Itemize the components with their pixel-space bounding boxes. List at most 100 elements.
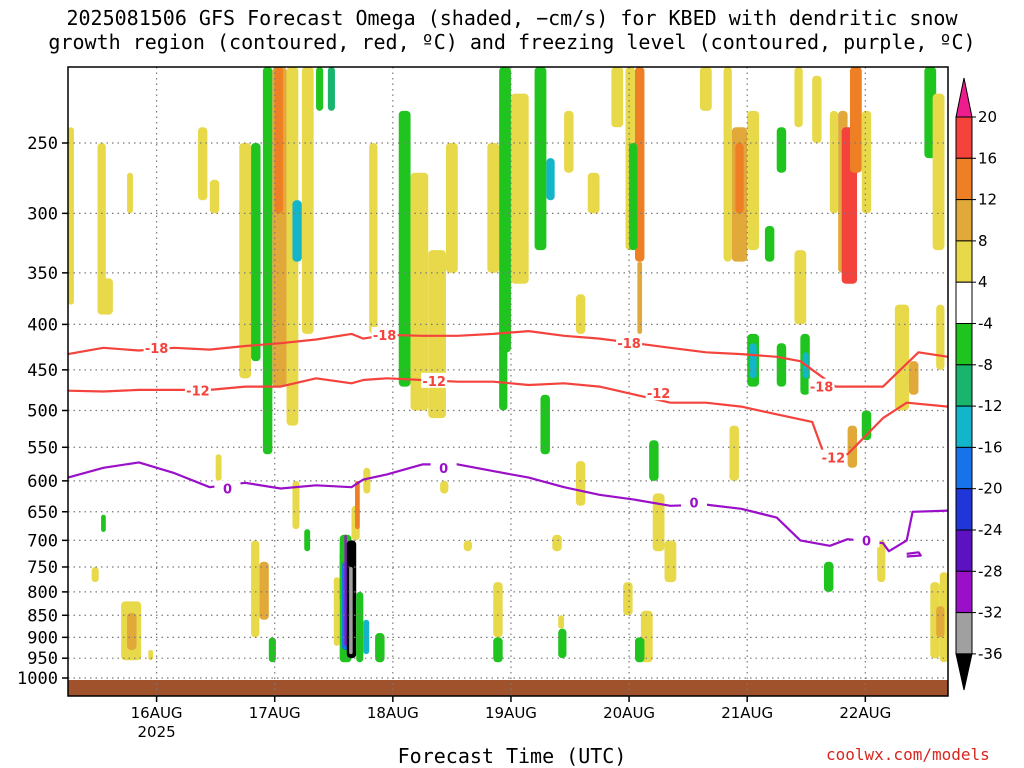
- omega-cell: [611, 67, 624, 128]
- omega-cell: [776, 127, 787, 173]
- contour-label: -18: [145, 342, 169, 357]
- omega-cell: [575, 461, 586, 506]
- colorbar-tick-label: -28: [978, 562, 1003, 580]
- omega-cell: [445, 143, 458, 273]
- contour-label: -12: [422, 375, 446, 390]
- contour-label: -18: [617, 337, 641, 352]
- x-tick-label: 21AUG: [721, 704, 773, 722]
- omega-cell: [552, 534, 562, 552]
- omega-cell: [894, 304, 910, 411]
- x-tick-label: 20AUG: [603, 704, 655, 722]
- omega-cell: [274, 67, 283, 214]
- omega-cell: [463, 540, 472, 552]
- omega-cell: [344, 534, 347, 646]
- omega-cell: [823, 561, 834, 592]
- x-tick-label: 19AUG: [485, 704, 537, 722]
- omega-cell: [215, 454, 222, 481]
- omega-cell: [327, 67, 335, 111]
- colorbar-swatch: [955, 446, 973, 490]
- y-tick-label: 950: [27, 649, 58, 669]
- omega-cell: [932, 93, 945, 251]
- contour-label-bg: [853, 532, 880, 548]
- contour-label: 0: [223, 483, 232, 498]
- colorbar-tick-label: -16: [978, 438, 1003, 456]
- contour-label: -12: [647, 387, 671, 402]
- omega-cell: [493, 637, 503, 663]
- credit-link[interactable]: coolwx.com/models: [826, 745, 990, 764]
- omega-cell: [649, 440, 659, 481]
- omega-cell: [398, 110, 411, 387]
- omega-cell: [369, 143, 378, 334]
- colorbar-top-arrow: [955, 77, 973, 118]
- chart-title: 2025081506 GFS Forecast Omega (shaded, −…: [0, 6, 1024, 54]
- x-tick-label: 22AUG: [839, 704, 891, 722]
- omega-cell: [909, 361, 919, 395]
- colorbar-bottom-arrow: [955, 653, 973, 691]
- contour-label-bg: [371, 326, 398, 342]
- contour-label-bg: [421, 372, 448, 388]
- omega-cell: [197, 127, 208, 201]
- contour-label-bg: [143, 339, 170, 355]
- omega-cell: [936, 606, 945, 638]
- omega-cell: [794, 250, 807, 325]
- y-tick-label: 250: [27, 134, 58, 154]
- colorbar-tick-label: -4: [978, 315, 993, 333]
- omega-cell: [251, 143, 261, 362]
- colorbar-tick-label: -8: [978, 356, 993, 374]
- ground-layer: [68, 680, 948, 696]
- contour-label-bg: [214, 480, 241, 496]
- omega-cell: [546, 158, 555, 201]
- omega-cell: [652, 493, 665, 552]
- omega-cell: [558, 628, 567, 659]
- omega-cell: [776, 343, 787, 387]
- y-tick-label: 750: [27, 558, 58, 578]
- omega-cell: [564, 110, 574, 173]
- omega-cell: [101, 278, 113, 315]
- omega-cell: [749, 343, 757, 379]
- x-tick-label: 17AUG: [249, 704, 301, 722]
- omega-cell: [356, 591, 364, 663]
- contour-label-bg: [820, 449, 847, 465]
- y-tick-label: 700: [27, 531, 58, 551]
- omega-cell: [499, 67, 511, 353]
- colorbar-swatch: [955, 157, 973, 201]
- colorbar-swatch: [955, 199, 973, 242]
- colorbar-swatch: [955, 612, 973, 655]
- colorbar-swatch: [955, 570, 973, 614]
- y-tick-label: 550: [27, 438, 58, 458]
- colorbar-tick-label: 8: [978, 232, 988, 250]
- colorbar-swatch: [955, 281, 973, 325]
- colorbar-swatch: [955, 323, 973, 366]
- contour-dendritic-line: [67, 330, 949, 388]
- y-tick-label: 400: [27, 315, 58, 335]
- omega-cell: [375, 633, 385, 663]
- omega-cell: [304, 529, 311, 552]
- omega-cell: [575, 294, 586, 334]
- plot-frame: [67, 66, 949, 697]
- colorbar-tick-label: -36: [978, 645, 1003, 663]
- contour-label-bg: [681, 494, 708, 510]
- contour-label: -12: [822, 452, 846, 467]
- omega-cell: [723, 67, 732, 262]
- colorbar-swatch: [955, 488, 973, 531]
- omega-cell: [764, 226, 775, 262]
- omega-cell: [729, 425, 739, 481]
- omega-cell: [493, 582, 503, 638]
- y-tick-label: 850: [27, 606, 58, 626]
- colorbar-tick-label: 12: [978, 191, 997, 209]
- omega-cell: [794, 67, 803, 128]
- omega-cell: [930, 582, 940, 659]
- contours: -18 -18 -18 -18 -12 -12 -12 -12 0 0 0 0: [67, 326, 949, 558]
- omega-cell: [629, 143, 638, 251]
- ground-fill: [68, 680, 948, 696]
- colorbar-tick-label: -12: [978, 397, 1003, 415]
- y-tick-label: 650: [27, 503, 58, 523]
- omega-cell: [355, 480, 360, 530]
- omega-cell: [363, 467, 371, 494]
- omega-shading: [68, 67, 948, 663]
- y-tick-label: 500: [27, 402, 58, 422]
- omega-cell: [262, 67, 273, 455]
- colorbar-swatch: [955, 240, 973, 283]
- colorbar-swatch: [955, 405, 973, 448]
